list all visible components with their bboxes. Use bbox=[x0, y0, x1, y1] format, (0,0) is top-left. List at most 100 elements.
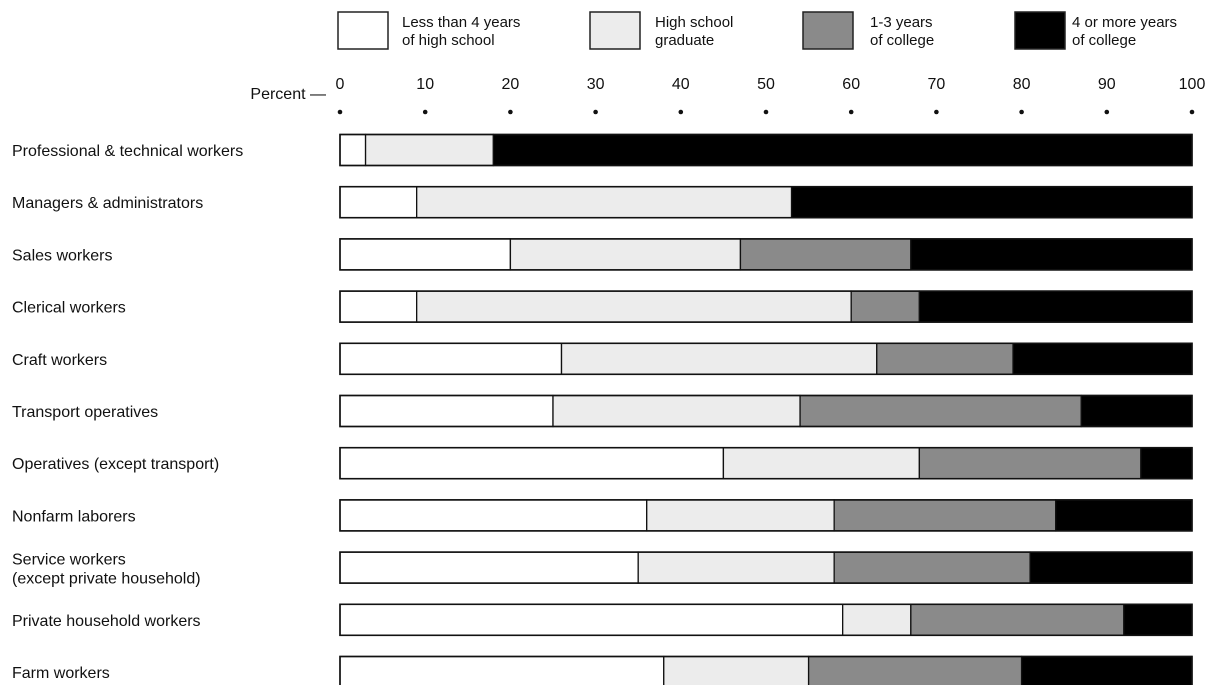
bar-segment bbox=[1055, 499, 1193, 532]
tick-label: 20 bbox=[502, 76, 520, 93]
bar-outline bbox=[339, 238, 1193, 271]
bar-segment bbox=[416, 290, 852, 323]
bar-segment bbox=[918, 290, 1193, 323]
bar-segment bbox=[509, 238, 742, 271]
legend-label: of college bbox=[870, 32, 934, 49]
tick-label: 90 bbox=[1098, 76, 1116, 93]
bar-outline bbox=[339, 446, 1193, 480]
tick-mark bbox=[593, 109, 598, 115]
bar-segment bbox=[339, 655, 665, 685]
tick-label: 70 bbox=[928, 76, 946, 93]
category-label: Transport operatives bbox=[12, 404, 158, 421]
bar-segment bbox=[1123, 603, 1193, 636]
bar-segment bbox=[637, 551, 835, 584]
legend-label: of college bbox=[1072, 32, 1136, 49]
tick-mark bbox=[337, 109, 343, 115]
category-label: Nonfarm laborers bbox=[12, 508, 136, 525]
bar-segment bbox=[416, 186, 793, 219]
bar-outline bbox=[339, 551, 1193, 584]
tick-mark bbox=[1019, 109, 1024, 115]
legend-swatch-1 bbox=[337, 11, 389, 50]
bar-segment bbox=[339, 551, 639, 584]
bar-segment bbox=[876, 342, 1014, 375]
tick-mark bbox=[1189, 109, 1195, 115]
legend-label: 4 or more years bbox=[1072, 14, 1177, 31]
bar-segment bbox=[807, 655, 1023, 685]
bar-segment bbox=[1140, 447, 1193, 480]
legend-label: graduate bbox=[655, 32, 714, 49]
category-label: Sales workers bbox=[12, 247, 112, 264]
bar-segment bbox=[339, 447, 725, 480]
bar-segment bbox=[339, 499, 648, 532]
legend-swatch-4 bbox=[1014, 11, 1066, 50]
bar-segment bbox=[560, 342, 878, 375]
category-labels: Professional & technical workers Managers… bbox=[12, 143, 243, 682]
tick-mark bbox=[1104, 109, 1110, 115]
bar-segment bbox=[663, 655, 810, 685]
x-axis: Percent — 0 10 20 30 40 50 60 70 80 90 100 bbox=[250, 76, 1206, 115]
bar-segment bbox=[339, 603, 844, 636]
bar-outline bbox=[339, 342, 1193, 376]
bar-segment bbox=[739, 238, 912, 271]
bar-segment bbox=[552, 394, 801, 428]
bar-outline bbox=[339, 394, 1193, 428]
axis-title: Percent — bbox=[250, 86, 326, 103]
bar-segment bbox=[339, 238, 512, 271]
category-label: Private household workers bbox=[12, 613, 201, 630]
category-label: Craft workers bbox=[12, 352, 107, 369]
bar-segment bbox=[722, 447, 921, 480]
tick-label: 50 bbox=[757, 76, 775, 93]
legend-swatch-2 bbox=[589, 11, 641, 50]
bar-segment bbox=[790, 186, 1193, 219]
tick-mark bbox=[422, 109, 428, 115]
legend-label: Less than 4 years bbox=[402, 14, 520, 31]
bar-outline bbox=[339, 290, 1193, 323]
legend-label: of high school bbox=[402, 32, 495, 49]
bar-segment bbox=[339, 186, 418, 219]
category-label: Clerical workers bbox=[12, 300, 126, 317]
bar-outline bbox=[339, 133, 1193, 167]
tick-mark bbox=[678, 109, 684, 115]
tick-label: 40 bbox=[672, 76, 690, 93]
bar-outline bbox=[339, 655, 1193, 685]
bar-outline bbox=[339, 499, 1193, 532]
category-label: Service workers bbox=[12, 552, 126, 569]
bar-segment bbox=[1080, 394, 1193, 428]
bar-segment bbox=[492, 133, 1193, 167]
tick-label: 60 bbox=[842, 76, 860, 93]
bar-outline bbox=[339, 185, 1193, 219]
bar-segment bbox=[850, 290, 921, 323]
tick-mark bbox=[763, 109, 769, 115]
bar-segment bbox=[833, 551, 1031, 584]
tick-mark bbox=[934, 109, 939, 115]
tick-label: 30 bbox=[587, 76, 605, 93]
bar-segment bbox=[833, 499, 1057, 532]
legend-label: 1-3 years bbox=[870, 14, 933, 31]
bar-segment bbox=[1012, 342, 1193, 375]
bar-segment bbox=[910, 238, 1193, 271]
bar-segment bbox=[646, 499, 835, 532]
tick-mark bbox=[848, 109, 854, 115]
category-label: Farm workers bbox=[12, 665, 110, 682]
tick-mark bbox=[508, 109, 513, 115]
tick-label: 0 bbox=[336, 76, 345, 93]
category-label: Operatives (except transport) bbox=[12, 456, 219, 473]
legend-label: High school bbox=[655, 14, 733, 31]
bar-segment bbox=[364, 133, 495, 167]
bar-segment bbox=[339, 290, 418, 323]
bar-segment bbox=[339, 133, 367, 167]
bar-segment bbox=[918, 447, 1142, 480]
bar-segment bbox=[339, 342, 563, 375]
tick-label: 80 bbox=[1013, 76, 1031, 93]
category-label: Professional & technical workers bbox=[12, 143, 243, 160]
tick-label: 100 bbox=[1179, 76, 1206, 93]
bar-segment bbox=[842, 603, 912, 636]
bar-segment bbox=[1029, 551, 1193, 584]
category-label: Managers & administrators bbox=[12, 195, 203, 212]
legend-swatch-3 bbox=[802, 11, 854, 50]
bar-segment bbox=[339, 394, 554, 428]
category-label: (except private household) bbox=[12, 571, 201, 588]
bar-segment bbox=[799, 394, 1082, 428]
